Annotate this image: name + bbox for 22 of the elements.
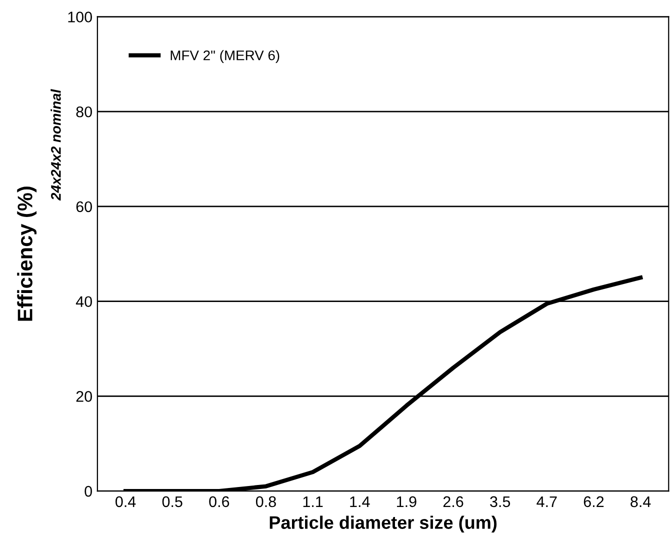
y-tick-label: 40 <box>76 296 92 308</box>
y-tick-label: 80 <box>76 106 92 118</box>
x-tick-label: 2.6 <box>443 496 464 508</box>
y-tick-label: 100 <box>68 12 92 22</box>
x-tick-label: 1.1 <box>303 496 323 507</box>
x-tick-label: 1.4 <box>350 496 370 507</box>
x-tick-label: 0.4 <box>116 496 136 508</box>
x-tick-label: 0.6 <box>209 496 230 508</box>
x-tick-label: 4.7 <box>536 496 557 507</box>
x-tick-label: 0.5 <box>162 496 182 508</box>
x-tick-label: 3.5 <box>490 496 510 508</box>
legend-label: MFV 2" (MERV 6) <box>170 50 280 64</box>
x-tick-label: 8.4 <box>630 496 651 508</box>
x-tick-label: 1.9 <box>396 496 416 508</box>
text: 24x24x2 nominal <box>50 89 61 201</box>
y-axis-title: Efficiency (%) <box>17 186 37 321</box>
y-tick-label: 0 <box>84 486 92 497</box>
x-axis-title: Particle diameter size (um) <box>270 516 497 533</box>
y-tick-label: 20 <box>76 391 92 402</box>
y-tick-label: 60 <box>76 201 92 212</box>
x-tick-label: 0.8 <box>256 496 276 508</box>
x-tick-label: 6.2 <box>584 496 604 508</box>
